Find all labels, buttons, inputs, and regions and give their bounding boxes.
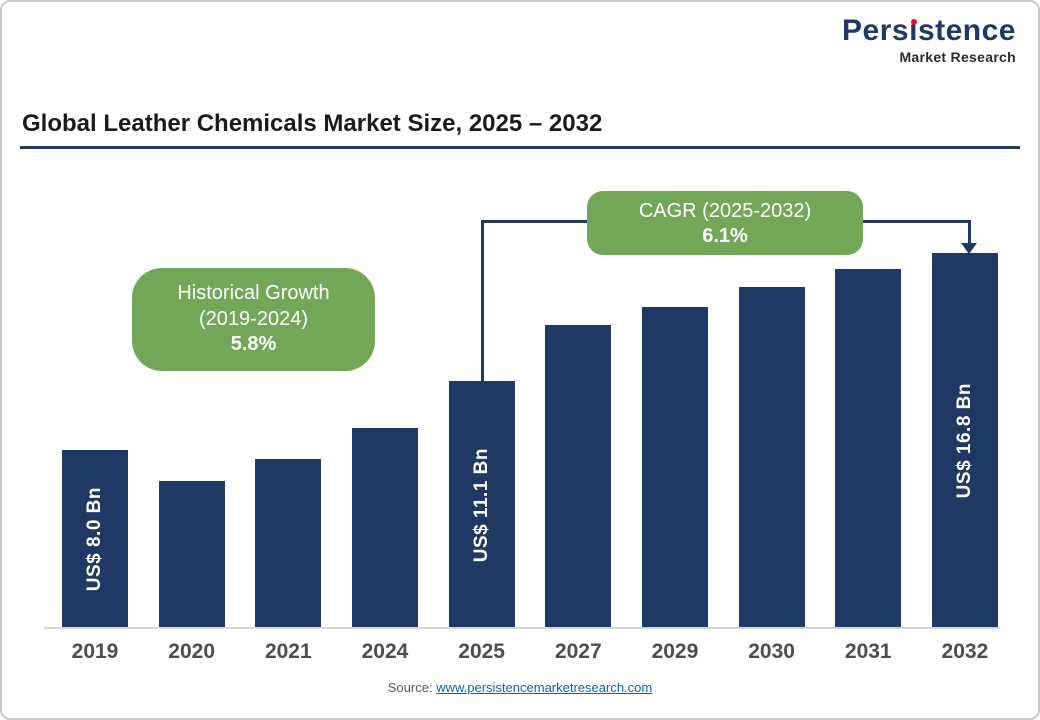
- x-axis-label-2019: 2019: [71, 640, 119, 663]
- source-line: Source: www.persistencemarketresearch.co…: [2, 680, 1038, 695]
- logo-brand: Persı stence: [842, 14, 1016, 47]
- bar-2032: US$ 16.8 Bn: [931, 253, 998, 629]
- bar-value-label-2019: US$ 8.0 Bn: [84, 487, 105, 592]
- source-link[interactable]: www.persistencemarketresearch.com: [436, 680, 653, 695]
- bar-2020: [158, 481, 225, 629]
- x-axis-line: [44, 627, 1000, 629]
- x-axis-label-2020: 2020: [168, 640, 216, 663]
- bars: US$ 8.0 Bn US$ 11.1 Bn US$ 16.8 Bn: [62, 249, 998, 629]
- bar-2030: [738, 287, 805, 629]
- bar-2031: [835, 269, 902, 629]
- bar-value-label-2025: US$ 11.1 Bn: [470, 447, 492, 563]
- historical-callout-line1: Historical Growth: [177, 282, 330, 304]
- logo-red-dot-icon: [910, 19, 917, 25]
- historical-callout-value: 5.8%: [230, 333, 277, 356]
- x-axis-label-2027: 2027: [554, 640, 602, 663]
- cagr-callout-line1: CAGR (2025-2032): [638, 200, 812, 222]
- chart-title: Global Leather Chemicals Market Size, 20…: [22, 110, 603, 137]
- x-axis-label-2032: 2032: [941, 640, 989, 663]
- cagr-bracket-left-line: [481, 220, 484, 382]
- bar-2025: US$ 11.1 Bn: [448, 381, 515, 629]
- cagr-bracket-right-line: [968, 220, 971, 244]
- logo: Persı stence Market Research: [842, 14, 1016, 66]
- cagr-callout-value: 6.1%: [702, 225, 748, 247]
- bar-2027: [545, 325, 612, 629]
- logo-letter-i: ı: [909, 14, 918, 47]
- historical-callout-line2: (2019-2024): [199, 307, 308, 330]
- x-axis-label-2024: 2024: [361, 640, 409, 663]
- x-axis-label-2029: 2029: [651, 640, 699, 663]
- cagr-callout: CAGR (2025-2032) 6.1%: [587, 191, 863, 255]
- x-axis-label-2030: 2030: [748, 640, 795, 663]
- x-axis-label-2031: 2031: [844, 640, 892, 663]
- bar-value-label-2032: US$ 16.8 Bn: [953, 383, 975, 499]
- x-axis-label-2021: 2021: [264, 640, 312, 663]
- historical-growth-callout: Historical Growth (2019-2024) 5.8%: [132, 268, 375, 371]
- title-divider: [20, 146, 1020, 149]
- bar-2029: [641, 307, 708, 629]
- bar-2021: [255, 459, 322, 629]
- logo-tagline: Market Research: [899, 49, 1016, 65]
- arrow-down-icon: [961, 243, 977, 254]
- bar-2024: [351, 428, 418, 629]
- bar-2019: US$ 8.0 Bn: [62, 450, 128, 629]
- source-label: Source:: [387, 680, 433, 695]
- x-axis-labels: 2019 2020 2021 2024 2025 2027 2029 2030 2031 2032: [62, 640, 998, 664]
- x-axis-label-2025: 2025: [458, 640, 505, 663]
